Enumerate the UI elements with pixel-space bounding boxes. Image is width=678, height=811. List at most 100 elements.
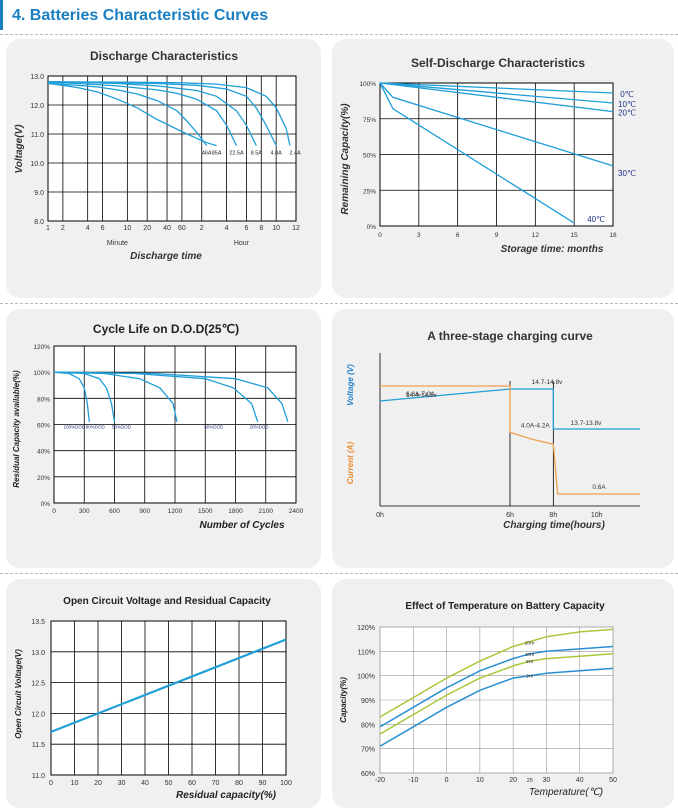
temperature-chart-panel: Effect of Temperature on Battery Capacit… [332,579,674,808]
current-line [380,385,640,495]
series-line [379,645,614,728]
x-axis-title: Residual capacity(%) [176,790,277,801]
x-tick-label: 2400 [289,508,304,515]
heading-accent-bar [0,0,3,30]
y-axis-title: Voltage (V) [346,364,355,406]
x-tick-label: 2 [61,225,65,232]
x-group-label: Minute [107,240,128,247]
x-tick-label: 1200 [168,508,183,515]
x-axis-title: Discharge time [130,251,202,262]
x-tick-label: 1 [46,225,50,232]
y-tick-label: 50% [363,153,376,160]
y-axis-title: Current (A) [346,442,355,485]
curve-annotation: 4.0A-4.2A [521,422,551,429]
x-tick-label: 6 [244,225,248,232]
y-tick-label: 90% [361,698,375,705]
y-tick-label: 11.5 [32,742,45,749]
x-tick-label: 10 [71,780,79,787]
x-tick-label: 8 [259,225,263,232]
row-divider-2 [0,573,678,574]
y-tick-label: 110% [358,649,375,656]
dod-label: 80%DOD [86,424,106,429]
x-tick-label: 4 [86,225,90,232]
x-axis-title: Number of Cycles [199,520,284,531]
series-label: 0℃ [620,90,633,99]
x-tick-label: 20 [143,225,151,232]
temperature-chart: Effect of Temperature on Battery Capacit… [339,601,617,798]
series-label: 4.8A [270,151,282,157]
x-tick-label: 30 [543,777,551,784]
x-tick-label: 50 [609,777,617,784]
x-tick-label: 25 [527,778,533,784]
y-tick-label: 80% [361,722,375,729]
x-tick-label: 20 [509,777,517,784]
x-tick-label: 6 [456,232,460,239]
y-tick-label: 70% [361,747,375,754]
series-label: 10Hr [525,652,535,657]
y-tick-label: 12.0 [30,103,44,110]
series-label: 3Hr [526,674,534,679]
x-tick-label: 90 [259,780,267,787]
x-tick-label: 0 [378,232,382,239]
x-tick-label: 1500 [198,508,213,515]
dod-label: 100%DOD [64,424,86,429]
series-line [379,82,575,224]
series-line [379,82,614,167]
y-tick-label: 12.5 [31,681,45,688]
series-label: 10℃ [618,100,636,109]
y-tick-label: 100% [357,674,375,681]
y-axis-title: Capacity(%) [339,677,348,723]
y-tick-label: 13.5 [31,619,45,626]
x-tick-label: 6h [506,512,514,519]
x-tick-label: 40 [141,780,149,787]
chart-title: Effect of Temperature on Battery Capacit… [405,601,605,612]
chart-title: Discharge Characteristics [90,49,238,63]
y-tick-label: 0% [41,501,51,508]
x-tick-label: 0 [49,780,53,787]
x-axis-title: Storage time: months [501,244,604,255]
x-tick-label: 2 [200,225,204,232]
x-tick-label: 3 [417,232,421,239]
series-label: 20Hr [525,641,535,646]
y-tick-label: 9.0 [34,190,44,197]
x-tick-label: 10 [123,225,131,232]
curve-annotation: 14.7-14.8v [532,379,563,386]
x-tick-label: 0 [52,508,56,515]
chart-title: Cycle Life on D.O.D(25℃) [93,322,239,336]
self-discharge-chart: Self-Discharge Characteristics 100% 75% 50%… [340,56,636,255]
x-tick-label: 80 [235,780,243,787]
section-heading: 4. Batteries Characteristic Curves [0,0,678,35]
x-tick-label: 9 [495,232,499,239]
series-line [47,81,238,146]
heading-divider [0,34,678,35]
series-label: 22.5A [229,151,244,157]
y-tick-label: 40% [37,449,50,456]
x-tick-label: -20 [375,777,385,784]
y-tick-label: 11.0 [31,132,44,139]
series-label: 8.5A [251,151,263,157]
cycle-life-chart: Cycle Life on D.O.D(25℃) 120% 100% 80% 60% 40… [12,322,304,531]
charging-curve-chart-panel: A three-stage charging curve 0h 6h 8h 10h Cha… [332,309,674,568]
y-tick-label: 20% [37,475,50,482]
x-tick-label: 70 [212,780,220,787]
ocv-line [50,638,287,733]
x-tick-label: 900 [139,508,150,515]
ocv-chart-panel: Open Circuit Voltage and Residual Capaci… [6,579,321,808]
y-tick-label: 75% [363,117,376,124]
y-tick-label: 120% [357,625,375,632]
series-label: 30℃ [618,169,636,178]
y-tick-label: 60% [37,423,50,430]
y-axis-title: Open Circuit Voltage(V) [14,649,23,739]
x-tick-label: 6 [101,225,105,232]
curve-annotation: 13.7-13.8v [571,420,602,427]
y-tick-label: 8.0 [34,219,44,226]
x-tick-label: 10h [591,512,603,519]
y-tick-label: 0% [367,224,377,231]
y-axis-title: Voltage(V) [14,124,25,174]
charging-curve-chart: A three-stage charging curve 0h 6h 8h 10hCha… [346,329,640,531]
x-axis-title: Charging time(hours) [503,520,605,531]
x-tick-label: 60 [178,225,186,232]
series-line [379,653,614,735]
y-tick-label: 12.0 [31,711,45,718]
series-label: 40℃ [587,215,605,224]
